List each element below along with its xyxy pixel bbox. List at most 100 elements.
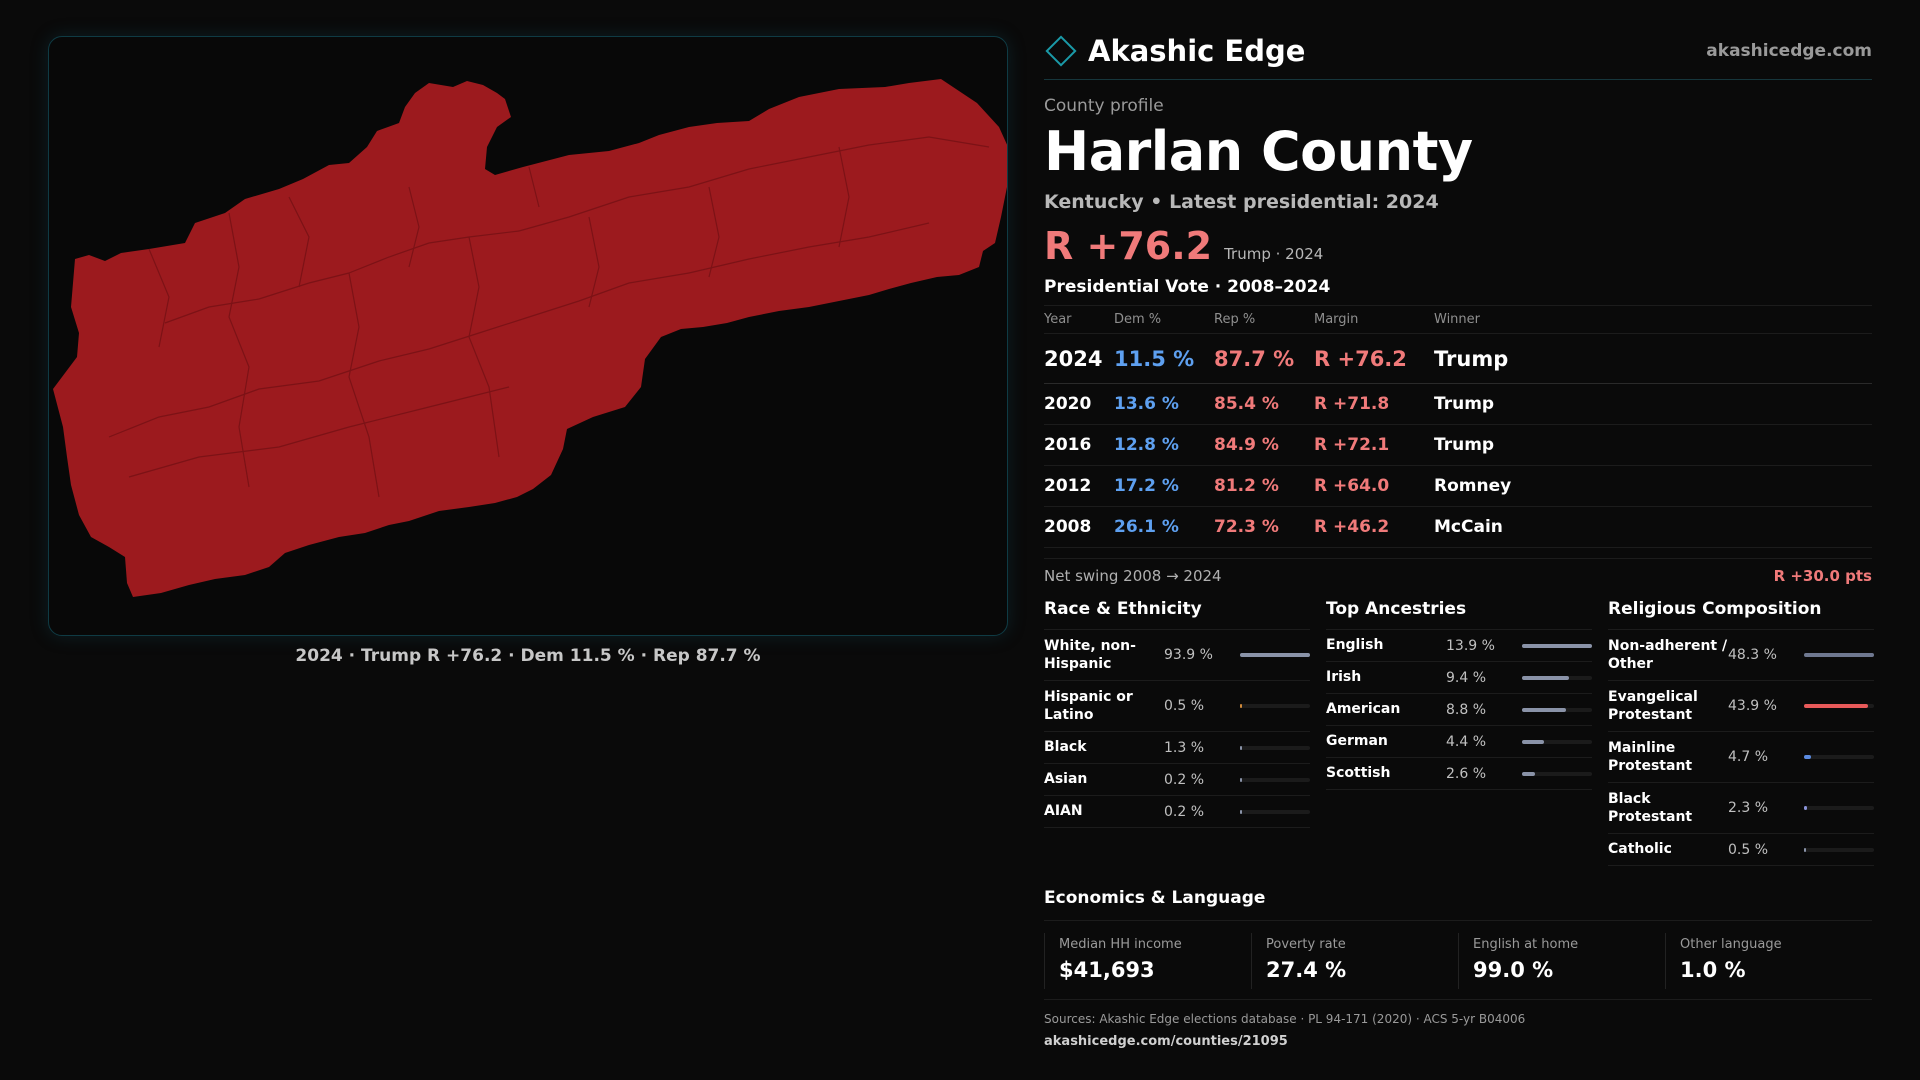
- table-row[interactable]: 2020 13.6 % 85.4 % R +71.8 Trump: [1044, 383, 1872, 425]
- table-row[interactable]: 2016 12.8 % 84.9 % R +72.1 Trump: [1044, 424, 1872, 466]
- economics-grid: Median HH income $41,693 Poverty rate 27…: [1044, 933, 1872, 1000]
- row-dem: 26.1 %: [1114, 506, 1214, 548]
- religion-bar: [1804, 806, 1874, 810]
- brand-name: Akashic Edge: [1088, 33, 1306, 68]
- ancestry-label: Irish: [1326, 669, 1362, 686]
- row-winner: Trump: [1434, 333, 1872, 384]
- page-title: Harlan County: [1044, 120, 1473, 183]
- econ-label: Poverty rate: [1266, 937, 1346, 952]
- econ-value: 99.0 %: [1473, 958, 1554, 982]
- religion-bar-fill: [1804, 653, 1874, 657]
- row-margin: R +72.1: [1314, 424, 1434, 466]
- row-rep: 81.2 %: [1214, 465, 1314, 507]
- table-row[interactable]: 2012 17.2 % 81.2 % R +64.0 Romney: [1044, 465, 1872, 507]
- religion-bar-fill: [1804, 806, 1808, 810]
- race-row: White, non-Hispanic 93.9 %: [1044, 630, 1310, 681]
- race-value: 0.5 %: [1164, 698, 1205, 714]
- row-year: 2008: [1044, 506, 1114, 548]
- race-value: 93.9 %: [1164, 647, 1213, 663]
- header-winner: Winner: [1434, 305, 1872, 334]
- net-swing: Net swing 2008 → 2024 R +30.0 pts: [1044, 558, 1872, 585]
- ancestry-bar-fill: [1522, 771, 1536, 776]
- source-url-link[interactable]: akashicedge.com/counties/21095: [1044, 1034, 1288, 1049]
- religion-bar: [1804, 847, 1874, 852]
- row-dem: 11.5 %: [1114, 333, 1214, 384]
- ancestry-value: 8.8 %: [1446, 701, 1487, 718]
- race-bar-fill: [1240, 745, 1243, 750]
- race-section: Race & Ethnicity White, non-Hispanic 93.…: [1044, 599, 1310, 866]
- county-map[interactable]: [48, 36, 1008, 636]
- headline-meta: Trump · 2024: [1224, 245, 1324, 263]
- econ-card-poverty: Poverty rate 27.4 %: [1251, 933, 1458, 989]
- race-row: Asian 0.2 %: [1044, 764, 1310, 796]
- ancestry-row: English 13.9 %: [1326, 630, 1592, 662]
- ancestry-row: Irish 9.4 %: [1326, 662, 1592, 694]
- ancestry-label: Scottish: [1326, 765, 1391, 782]
- religion-label: Black Protestant: [1608, 790, 1693, 825]
- row-year: 2016: [1044, 424, 1114, 466]
- religion-bar-fill: [1804, 704, 1868, 708]
- ancestry-bar-fill: [1522, 707, 1567, 712]
- econ-label: Median HH income: [1059, 937, 1182, 952]
- ancestry-row: Scottish 2.6 %: [1326, 758, 1592, 790]
- race-bar: [1240, 745, 1310, 750]
- table-row[interactable]: 2024 11.5 % 87.7 % R +76.2 Trump: [1044, 333, 1872, 384]
- econ-label: English at home: [1473, 937, 1579, 952]
- race-bar-fill: [1240, 653, 1310, 657]
- row-year: 2012: [1044, 465, 1114, 507]
- race-value: 0.2 %: [1164, 803, 1205, 820]
- ancestry-title: Top Ancestries: [1326, 599, 1592, 630]
- race-row: Black 1.3 %: [1044, 732, 1310, 764]
- race-label: Hispanic or Latino: [1044, 688, 1133, 723]
- ancestry-bar: [1522, 643, 1592, 648]
- row-winner: McCain: [1434, 506, 1872, 548]
- row-rep: 85.4 %: [1214, 383, 1314, 425]
- race-bar: [1240, 653, 1310, 657]
- row-margin: R +64.0: [1314, 465, 1434, 507]
- econ-value: 27.4 %: [1266, 958, 1347, 982]
- map-caption: 2024 · Trump R +76.2 · Dem 11.5 % · Rep …: [295, 646, 761, 666]
- religion-row: Black Protestant 2.3 %: [1608, 783, 1874, 834]
- ancestry-value: 4.4 %: [1446, 733, 1487, 750]
- diamond-logo-icon: [1045, 34, 1077, 67]
- religion-value: 4.7 %: [1728, 749, 1769, 765]
- religion-bar-fill: [1804, 847, 1807, 852]
- header-rep: Rep %: [1214, 305, 1314, 334]
- religion-row: Catholic 0.5 %: [1608, 834, 1874, 866]
- row-winner: Romney: [1434, 465, 1872, 507]
- ancestry-row: German 4.4 %: [1326, 726, 1592, 758]
- header-dem: Dem %: [1114, 305, 1214, 334]
- race-title: Race & Ethnicity: [1044, 599, 1310, 630]
- ancestry-value: 13.9 %: [1446, 637, 1495, 654]
- brand[interactable]: Akashic Edge: [1044, 34, 1305, 68]
- row-year: 2020: [1044, 383, 1114, 425]
- row-rep: 72.3 %: [1214, 506, 1314, 548]
- votes-table: Year Dem % Rep % Margin Winner 2024 11.5…: [1044, 305, 1872, 548]
- race-bar: [1240, 704, 1310, 708]
- ancestry-bar: [1522, 739, 1592, 744]
- religion-label: Evangelical Protestant: [1608, 688, 1698, 723]
- econ-card-english: English at home 99.0 %: [1458, 933, 1665, 989]
- religion-value: 43.9 %: [1728, 698, 1777, 714]
- ancestry-bar: [1522, 707, 1592, 712]
- religion-value: 48.3 %: [1728, 647, 1777, 663]
- row-dem: 12.8 %: [1114, 424, 1214, 466]
- row-rep: 87.7 %: [1214, 333, 1314, 384]
- religion-bar-fill: [1804, 755, 1811, 759]
- economics-section: Economics & Language Median HH income $4…: [1044, 888, 1872, 1000]
- headline-margin: R +76.2: [1044, 224, 1213, 268]
- page-kicker: County profile: [1044, 96, 1164, 116]
- economics-title: Economics & Language: [1044, 888, 1872, 921]
- votes-title: Presidential Vote · 2008–2024: [1044, 277, 1331, 297]
- race-value: 0.2 %: [1164, 771, 1205, 788]
- header-margin: Margin: [1314, 305, 1434, 334]
- religion-value: 2.3 %: [1728, 800, 1769, 816]
- brand-url-link[interactable]: akashicedge.com: [1706, 40, 1872, 61]
- religion-bar: [1804, 653, 1874, 657]
- profile-panel: Akashic Edge akashicedge.com County prof…: [1044, 30, 1874, 1049]
- table-row[interactable]: 2008 26.1 % 72.3 % R +46.2 McCain: [1044, 506, 1872, 548]
- race-label: White, non-Hispanic: [1044, 637, 1136, 672]
- religion-section: Religious Composition Non-adherent / Oth…: [1608, 599, 1874, 866]
- ancestry-bar-fill: [1522, 675, 1570, 680]
- econ-card-income: Median HH income $41,693: [1044, 933, 1251, 989]
